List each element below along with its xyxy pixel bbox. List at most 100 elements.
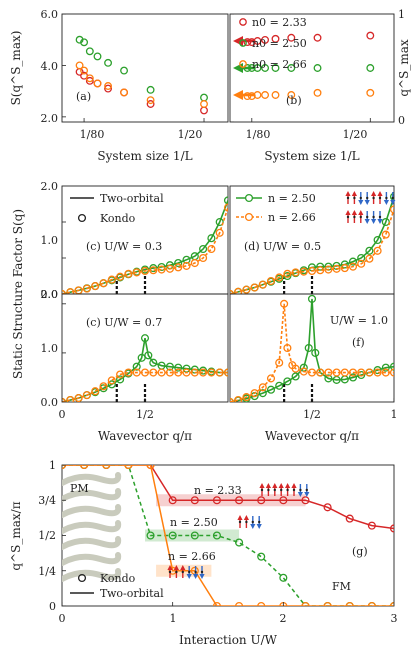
b-xtick-1-20: 1/20 (343, 128, 368, 141)
b-point-red-2 (253, 37, 262, 45)
b-ytick-1: 1 (398, 8, 405, 21)
e-point-orange-17 (199, 368, 208, 377)
f-point-orange-13 (316, 368, 325, 377)
d-point-orange-0 (230, 289, 235, 294)
d-point-green-17 (365, 246, 374, 255)
legend-n233: n0 = 2.33 (252, 16, 307, 29)
a-point-orange-1 (80, 66, 89, 75)
d-point-green-11 (316, 262, 325, 271)
b-point-red-5 (287, 33, 296, 42)
g-point-orange-11 (301, 601, 310, 606)
panel-a: 6.0 4.0 2.0 1/80 1/20 System size 1/L S(… (9, 8, 229, 163)
e-curve-green (62, 338, 228, 402)
e-point-orange-16 (190, 368, 199, 377)
f-point-orange-1 (234, 395, 243, 402)
c-point-orange-20 (223, 203, 228, 212)
panel-b-markers (230, 14, 375, 122)
a-ylabel: S(q^S_max) (9, 31, 23, 106)
b-ylabel: q^S_max (397, 39, 411, 96)
spin-d1-site-1 (353, 196, 356, 200)
spin-g2-site-3 (258, 520, 261, 524)
b-panel-label: (b) (286, 94, 302, 107)
panel-a-frame (61, 13, 229, 123)
c-ytick-0: 0.0 (41, 288, 59, 301)
a-point-orange-5 (120, 88, 129, 97)
d-point-orange-19 (381, 230, 390, 239)
g-point-orange-7 (212, 601, 221, 606)
e-xtick-0: 0 (59, 408, 66, 421)
ab-legend: n0 = 2.33 n0 = 2.50 n0 = 2.66 (239, 16, 307, 71)
spin-d1-up-1 (351, 191, 357, 196)
d-point-green-14 (340, 260, 349, 269)
f-point-orange-15 (332, 368, 341, 377)
c-point-orange-18 (207, 244, 216, 254)
e-point-orange-12 (157, 368, 166, 377)
panel-g: 1 3/4 1/2 1/4 0 0 1 2 3 Interaction U/W … (9, 459, 398, 647)
f-point-orange-2 (242, 393, 251, 402)
spin-d1-site-2 (359, 196, 362, 200)
d-point-orange-2 (242, 285, 251, 294)
pm-stripe-0 (62, 472, 122, 486)
a-point-green-6 (146, 85, 155, 94)
b-point-green-7 (366, 64, 375, 72)
g-point-orange-1 (80, 465, 89, 470)
e-point-orange-14 (174, 368, 183, 377)
spin-pattern-n250 (345, 191, 396, 205)
spin-d1-down-3 (364, 200, 370, 205)
c-point-orange-17 (199, 253, 208, 263)
a-point-orange-3 (93, 79, 102, 88)
c-point-orange-7 (116, 272, 125, 281)
spin-g1-site-6 (299, 488, 302, 492)
a-ytick-2: 2.0 (41, 112, 59, 125)
panel-e: 2.0 1.0 0.0 0 1/2 Wavevector q/π (c) U/W… (41, 288, 229, 443)
spin-g1-up-5 (291, 483, 297, 488)
d-point-orange-6 (275, 273, 284, 282)
c-point-orange-11 (149, 266, 158, 275)
c-ytick-1: 1.0 (41, 234, 59, 247)
d-point-orange-15 (348, 262, 358, 271)
spin-d1-site-7 (391, 196, 394, 200)
e-ytick-0: 0.0 (41, 396, 59, 409)
d-point-orange-14 (340, 264, 349, 273)
c-point-orange-9 (132, 268, 141, 277)
c-point-orange-10 (140, 266, 150, 276)
spin-g2-site-2 (251, 520, 254, 524)
e-curve-orange (62, 371, 228, 402)
b-xtick-1-80: 1/80 (246, 128, 271, 141)
f-point-orange-4 (258, 383, 267, 392)
panel-d-data (230, 192, 394, 294)
a-point-red-2 (85, 76, 94, 85)
b-arrow-head-red (233, 36, 243, 46)
spin-d1-site-0 (346, 196, 350, 200)
f-point-green-8 (291, 372, 300, 381)
g-curve-green (62, 465, 394, 606)
g-point-orange-15 (389, 601, 394, 606)
spin-g2-up-0 (237, 515, 243, 520)
spin-d1-site-5 (378, 196, 382, 200)
spin-g2-down-2 (250, 524, 256, 529)
spin-g3-site-5 (200, 570, 204, 574)
e-point-orange-7 (116, 370, 125, 379)
sq-ylabel: Static Structure Factor S(q) (11, 209, 25, 379)
spin-g3-down-4 (193, 574, 199, 579)
d-point-orange-4 (258, 280, 267, 289)
a-point-red-7 (200, 106, 208, 115)
e-point-orange-15 (182, 368, 191, 377)
d-point-orange-16 (357, 259, 366, 268)
b-point-orange-6 (313, 88, 322, 97)
spin-g1-site-3 (280, 488, 283, 492)
spin-d2-site-2 (359, 215, 362, 219)
e-point-orange-19 (215, 368, 224, 377)
pm-stripe-5 (62, 552, 122, 566)
f-point-green-10 (304, 343, 313, 353)
spin-pattern-g-n266 (167, 565, 205, 579)
a-point-orange-2 (85, 74, 94, 83)
e-point-green-6 (107, 380, 116, 389)
g-n250-label: n = 2.50 (170, 516, 218, 529)
f-xtick-1: 1 (391, 408, 398, 421)
f-point-green-12 (311, 348, 320, 357)
pm-stripe-2 (62, 504, 122, 518)
spin-d2-down-3 (364, 219, 370, 224)
g-xtick-3: 3 (391, 612, 398, 625)
e-xlabel: Wavevector q/π (98, 429, 192, 443)
